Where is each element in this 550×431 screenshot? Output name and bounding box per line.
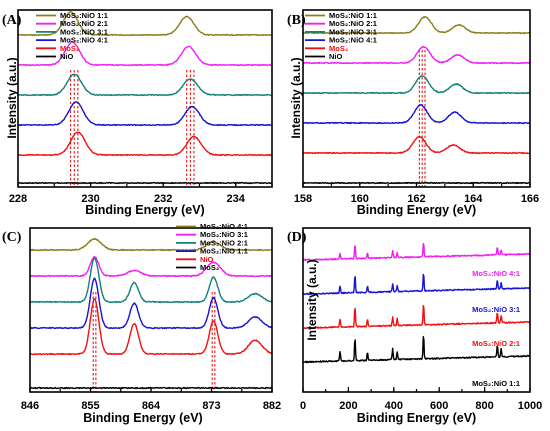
series-line [302, 305, 531, 330]
x-tick-label: 400 [385, 400, 403, 412]
x-tick-label: 232 [154, 193, 172, 205]
legend-entry: NiO [329, 52, 343, 61]
legend-entry: MoS₂:NiO 4:1 [329, 36, 377, 45]
series-line [302, 104, 531, 125]
x-tick-label: 200 [339, 400, 357, 412]
legend-entry: MoS₂:NiO 2:1 [329, 19, 377, 28]
legend-entry: MoS₂:NiO 1:1 [329, 11, 377, 20]
x-tick-label: 160 [351, 193, 369, 205]
panel-b: (B) 158 160 162 164 166 Binding Energy (eV) Int… [287, 9, 539, 217]
legend-entry: MoS₂ [329, 44, 348, 53]
x-tick-label: 166 [521, 193, 539, 205]
series-line [17, 73, 273, 97]
panel-label: (D) [287, 230, 307, 245]
series-line [302, 75, 531, 95]
legend-entry: MoS₂:NiO 1:1 [60, 11, 108, 20]
x-tick-label: 882 [263, 400, 281, 412]
legend-entry: MoS₂:NiO 2:1 [200, 238, 248, 247]
x-tick-label: 600 [430, 400, 448, 412]
y-axis-label: Intensity (a.u.) [305, 259, 319, 340]
panel-label: (A) [2, 13, 22, 28]
x-axis-label: Binding Energy (eV) [85, 203, 204, 217]
legend-entry: MoS₂ [200, 263, 219, 272]
series-line [302, 15, 531, 35]
legend-entry: MoS₂:NiO 1:1 [200, 247, 248, 256]
x-axis-label: Binding Energy (eV) [83, 411, 202, 425]
series-line [17, 11, 273, 37]
y-axis-label: Intensity (a.u.) [5, 57, 19, 138]
legend-entry: MoS₂ [60, 44, 79, 53]
legend-entry: NiO [60, 52, 74, 61]
legend-entry: MoS₂:NiO 4:1 [200, 222, 248, 231]
series-line [302, 273, 531, 296]
series-line [29, 257, 273, 304]
x-tick-label: 800 [475, 400, 493, 412]
legend-entry: MoS₂:NiO 3:1 [60, 27, 108, 36]
series-line [302, 45, 531, 65]
panel-d: (D) 0 200 400 600 800 1000 Binding Energy (eV) I… [287, 227, 542, 425]
x-tick-label: 164 [464, 193, 483, 205]
x-tick-label: 864 [142, 400, 161, 412]
legend-entry: MoS₂:NiO 3:1 [329, 27, 377, 36]
series-tag: MoS₂:NiO 1:1 [472, 379, 520, 388]
series-line [17, 41, 273, 67]
x-tick-label: 158 [294, 193, 312, 205]
legend-entry: MoS₂:NiO 2:1 [60, 19, 108, 28]
panel-label: (B) [287, 13, 306, 28]
x-tick-label: 162 [407, 193, 425, 205]
x-tick-label: 0 [300, 400, 306, 412]
legend-entry: NiO [200, 255, 214, 264]
series-line [302, 135, 531, 155]
panel-c: (C) 846 855 864 873 882 Binding Energy (eV) MoS… [2, 222, 281, 425]
x-tick-label: 234 [227, 193, 246, 205]
x-tick-label: 873 [202, 400, 220, 412]
series-line [302, 242, 531, 262]
plot-frame [17, 9, 273, 188]
series-line [17, 131, 273, 157]
series-line [29, 237, 273, 252]
series-tag: MoS₂:NiO 4:1 [472, 269, 520, 278]
series-line [302, 336, 531, 364]
x-axis-label: Binding Energy (eV) [357, 411, 476, 425]
x-tick-label: 1000 [518, 400, 542, 412]
series-line [29, 298, 273, 356]
series-line [29, 255, 273, 278]
series-line [17, 181, 273, 185]
panel-label: (C) [2, 230, 22, 245]
x-tick-label: 230 [81, 193, 99, 205]
legend-entry: MoS₂:NiO 3:1 [200, 230, 248, 239]
x-tick-label: 855 [81, 400, 99, 412]
x-axis-label: Binding Energy (eV) [357, 203, 476, 217]
x-tick-label: 228 [9, 193, 27, 205]
legend-entry: MoS₂:NiO 4:1 [60, 36, 108, 45]
panel-a: (A) 228 230 232 234 Binding Energy (eV) Intens… [2, 9, 273, 217]
series-line [17, 101, 273, 127]
series-line [29, 277, 273, 330]
y-axis-label: Intensity (a.u.) [289, 57, 303, 138]
x-tick-label: 846 [21, 400, 39, 412]
series-tag: MoS₂:NiO 3:1 [472, 305, 520, 314]
series-tag: MoS₂:NiO 2:1 [472, 339, 520, 348]
